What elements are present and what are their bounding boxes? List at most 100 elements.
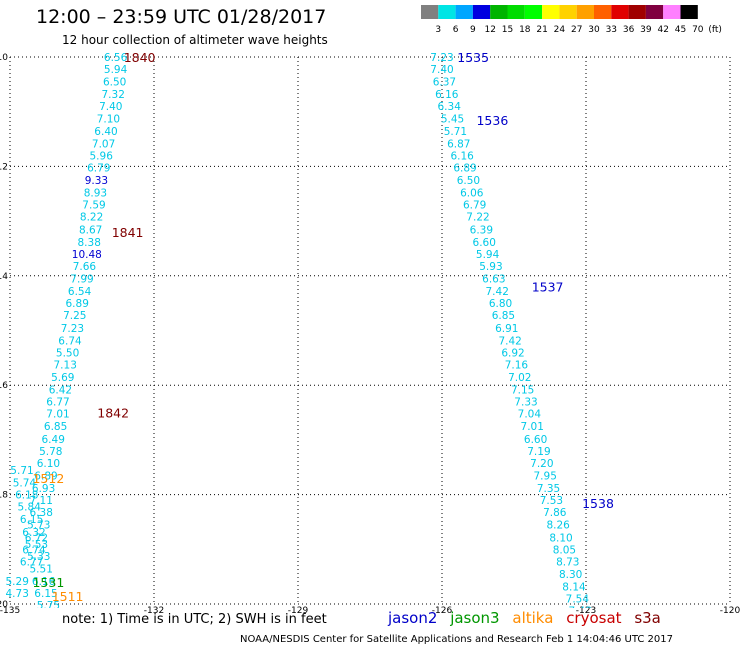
colorbar-swatch [507,5,525,19]
pass-time-label: 1842 [97,406,129,421]
wave-height-value: 5.71 [10,465,33,477]
wave-height-value: 6.80 [489,298,512,310]
wave-height-value: 8.73 [556,556,579,568]
wave-height-value: 6.89 [34,470,57,482]
wave-height-value: 7.40 [99,101,122,113]
wave-height-value: 6.50 [457,175,480,187]
wave-height-value: 6.77 [46,397,69,409]
colorbar-label: 3 [435,25,441,35]
pass-time-label: 1535 [457,50,489,65]
pass-time-label: 1840 [124,50,156,65]
wave-height-value: 7.19 [527,446,550,458]
wave-height-value: 5.51 [30,563,53,575]
colorbar-swatch [542,5,560,19]
colorbar-swatch [680,5,698,19]
chart-title: 12:00 – 23:59 UTC 01/28/2017 [36,6,327,28]
wave-height-value: 7.53 [540,495,563,507]
wave-height-value: 8.67 [79,224,102,236]
wave-height-value: 5.84 [18,502,42,514]
wave-height-value: 7.35 [537,483,560,495]
wave-height-value: 5.78 [39,446,62,458]
wave-height-value: 6.72 [25,532,48,544]
wave-height-value: 5.29 [6,576,29,588]
y-tick-label: -14 [0,272,8,282]
wave-height-value: 8.14 [562,581,586,593]
wave-height-value: 4.73 [6,588,29,600]
wave-height-value: 8.26 [546,520,570,532]
pass-time-label: 1537 [532,280,564,295]
wave-height-value: 6.18 [15,490,38,502]
wave-height-value: 7.20 [530,458,553,470]
chart-subtitle: 12 hour collection of altimeter wave hei… [62,33,328,47]
wave-height-value: 6.16 [32,576,56,588]
wave-height-value: 7.42 [498,335,521,347]
colorbar-label: 18 [519,25,531,35]
wave-height-value: 6.32 [22,527,45,539]
y-tick-label: -16 [0,381,8,391]
wave-height-value: 7.04 [518,409,542,421]
colorbar-label: 42 [657,25,668,35]
wave-height-value: 7.11 [30,495,53,507]
wave-height-value: 7.01 [46,409,69,421]
wave-height-value: 8.10 [549,532,572,544]
wave-height-value: 7.86 [543,507,567,519]
colorbar-swatch [438,5,456,19]
wave-height-value: 6.60 [473,237,496,249]
x-tick-label: -120 [720,606,740,616]
x-tick-label: -135 [0,606,20,616]
wave-height-value: 7.23 [61,323,84,335]
wave-height-value: 6.16 [435,89,459,101]
wave-height-value: 6.79 [463,200,486,212]
colorbar-swatch [559,5,577,19]
colorbar-swatch [611,5,629,19]
y-tick-label: -12 [0,162,8,172]
legend-altika: altika [512,609,554,627]
wave-height-value: 7.48 [569,606,592,618]
pass-time-label: 1841 [112,225,144,240]
wave-height-value: 7.25 [63,310,86,322]
pass-time-label: 1531 [32,575,64,590]
wave-height-value: 8.05 [553,544,576,556]
wave-height-value: 7.59 [82,200,105,212]
colorbar: 3 6 9 12 15 18 21 24 27 30 33 36 39 42 45 70 (ft) [421,5,722,35]
colorbar-label: 9 [470,25,476,35]
colorbar-swatch [455,5,473,19]
wave-height-value: 6.85 [492,310,515,322]
wave-height-value: 6.38 [30,507,53,519]
colorbar-label: 21 [536,25,547,35]
wave-height-value: 5.75 [37,600,60,612]
pass-time-label: 1536 [476,113,508,128]
colorbar-label: 39 [640,25,652,35]
colorbar-label: 70 [692,25,704,35]
wave-height-value: 6.10 [37,458,60,470]
wave-height-value: 6.89 [66,298,89,310]
wave-height-value: 7.13 [54,359,77,371]
wave-height-value: 7.15 [511,385,534,397]
legend-jason2: jason2 [388,609,438,627]
wave-height-value: 6.74 [22,544,46,556]
wave-height-value: 7.42 [486,286,509,298]
wave-height-value: 6.91 [495,323,518,335]
colorbar-swatch [663,5,681,19]
wave-height-value: 5.73 [27,520,50,532]
wave-height-value: 8.93 [84,188,107,200]
wave-height-value: 6.85 [44,421,67,433]
wave-height-value: 6.06 [460,188,484,200]
legend-s3a: s3a [634,609,661,627]
wave-height-value: 5.33 [27,551,50,563]
wave-height-value: 6.77 [20,556,43,568]
wave-height-value: 6.15 [34,588,57,600]
wave-height-value: 6.89 [453,162,476,174]
colorbar-label: 36 [623,25,635,35]
y-tick-label: -10 [0,53,8,63]
wave-height-value: 8.38 [78,237,101,249]
wave-height-value: 7.02 [508,372,531,384]
wave-height-value: 6.42 [49,385,72,397]
wave-height-value: 7.32 [102,89,125,101]
colorbar-label: 6 [453,25,459,35]
wave-height-value: 6.15 [20,514,43,526]
chart-plot: -135 -132 -129 -126 -123 -120 -10 -12 -14 -16 -18 -… [0,50,740,618]
wave-height-value: 7.66 [73,261,97,273]
wave-height-value: 7.01 [521,421,544,433]
legend-jason3: jason3 [450,609,500,627]
